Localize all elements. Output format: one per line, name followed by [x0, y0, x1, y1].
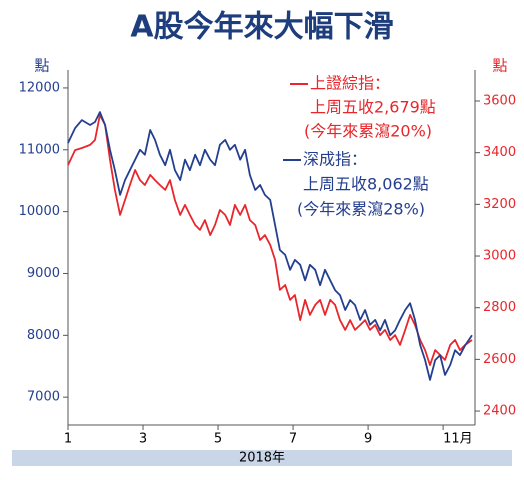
x-tick-label: 11月 [443, 432, 473, 447]
x-axis-label: 2018年 [239, 451, 285, 466]
y2-tick-label: 2400 [483, 404, 516, 419]
y2-tick-label: 3400 [483, 145, 516, 160]
y2-tick-label: 3000 [483, 249, 516, 264]
x-tick-label: 1 [64, 432, 72, 447]
y-axis-label: 點 [34, 57, 49, 75]
y-tick-label: 9000 [27, 266, 60, 281]
series-line [67, 111, 473, 381]
y-tick-label: 12000 [19, 80, 60, 95]
x-tick-label: 5 [214, 432, 222, 447]
legend-label: 上證綜指： [310, 74, 390, 93]
y2-tick-label: 2800 [483, 300, 516, 315]
y-tick-label: 11000 [19, 142, 60, 157]
x-tick-label: 3 [139, 432, 147, 447]
y-tick-label: 10000 [19, 204, 60, 219]
y-tick-label: 7000 [27, 390, 60, 405]
x-tick-label: 9 [364, 432, 372, 447]
x-axis-band [12, 450, 512, 466]
annotation: (今年來累瀉28%) [297, 200, 425, 219]
y2-tick-label: 3600 [483, 94, 516, 109]
series-line [67, 114, 473, 366]
chart-title: A股今年來大幅下滑 [130, 10, 393, 45]
y2-tick-label: 3200 [483, 197, 516, 212]
y-tick-label: 8000 [27, 328, 60, 343]
annotation: (今年來累瀉20%) [304, 122, 432, 141]
annotation: 上周五收2,679點 [310, 98, 436, 117]
x-tick-label: 7 [289, 432, 297, 447]
annotation: 上周五收8,062點 [303, 175, 429, 194]
y2-tick-label: 2600 [483, 352, 516, 367]
y2-axis-label: 點 [492, 57, 507, 75]
legend-label: 深成指： [303, 150, 367, 169]
